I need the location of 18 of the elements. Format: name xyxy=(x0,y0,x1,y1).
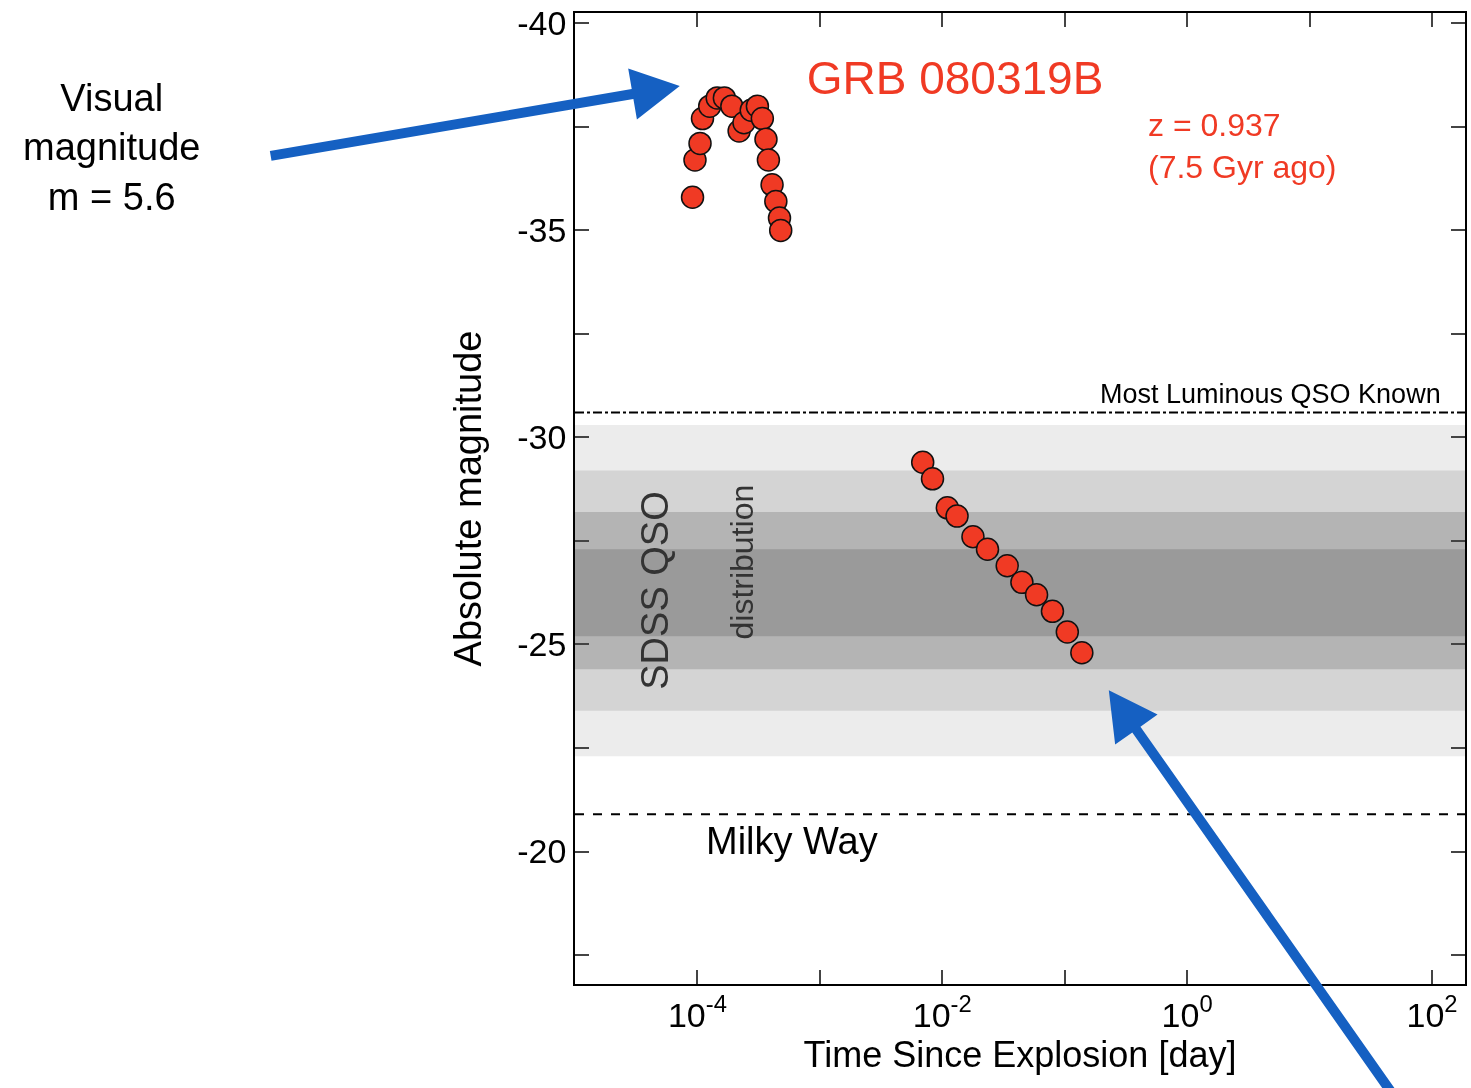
y-axis-title: Absolute magnitude xyxy=(447,330,490,667)
y-tick-label: -20 xyxy=(517,832,567,871)
text: Visual magnitude m = 5.6 xyxy=(23,77,201,218)
x-axis-title: Time Since Explosion [day] xyxy=(803,1033,1237,1075)
annotation: distribution xyxy=(724,484,761,640)
x-tick-label: 10$^{0}$ xyxy=(1161,990,1213,1034)
ref-line-label: Most Luminous QSO Known xyxy=(1100,379,1441,409)
y-tick-label: -40 xyxy=(517,4,567,43)
x-tick-label: 10$^{-2}$ xyxy=(912,990,972,1034)
y-tick-label: -25 xyxy=(517,625,567,664)
x-tick-label: 10$^{-4}$ xyxy=(667,990,727,1034)
band-label: SDSS QSO xyxy=(634,491,677,690)
y-tick-label: -30 xyxy=(517,418,567,457)
text: GRB 080319B xyxy=(806,52,1104,105)
ref-line-label: Milky Way xyxy=(706,820,878,862)
annotation: z = 0.937 (7.5 Gyr ago) xyxy=(1148,107,1337,185)
y-tick-label: -35 xyxy=(517,211,567,250)
x-tick-label: 10$^{2}$ xyxy=(1406,990,1458,1034)
